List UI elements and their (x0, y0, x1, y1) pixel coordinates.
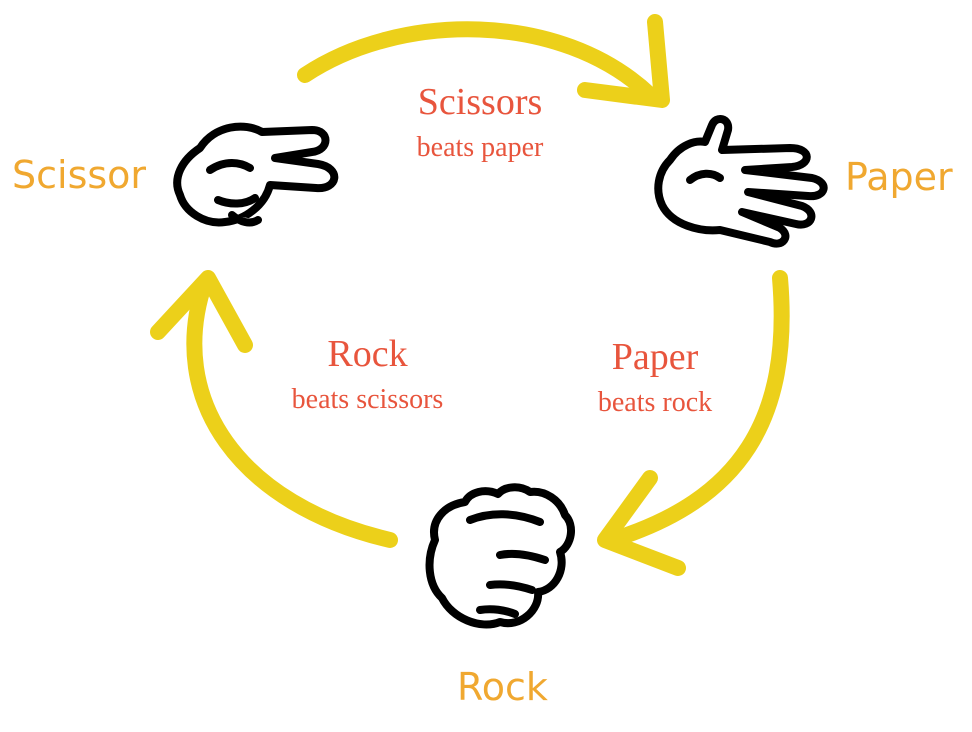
arrow-head-left (150, 270, 253, 353)
scissor-label: Scissor (12, 153, 147, 197)
arrow-head-top (577, 14, 670, 108)
rule-rock-beats-scissors: Rock beats scissors (250, 332, 485, 416)
rule-subtitle: beats paper (416, 132, 544, 163)
rule-paper-beats-rock: Paper beats rock (565, 335, 745, 419)
paper-label: Paper (845, 155, 953, 199)
arrow-scissors-to-paper (297, 21, 658, 103)
fist-icon (425, 483, 575, 629)
arrow-rock-to-scissors (186, 274, 398, 548)
arrow-head-right (597, 470, 686, 576)
rule-title: Paper (611, 336, 699, 378)
rule-scissors-beats-paper: Scissors beats paper (370, 80, 590, 164)
rule-title: Rock (327, 333, 408, 375)
scissors-hand-icon (173, 122, 339, 227)
rule-subtitle: beats rock (597, 387, 713, 418)
rule-title: Scissors (417, 81, 543, 123)
arrow-paper-to-rock (604, 270, 790, 548)
rule-subtitle: beats scissors (291, 384, 444, 415)
open-hand-icon (654, 115, 828, 248)
rock-label: Rock (457, 665, 548, 709)
